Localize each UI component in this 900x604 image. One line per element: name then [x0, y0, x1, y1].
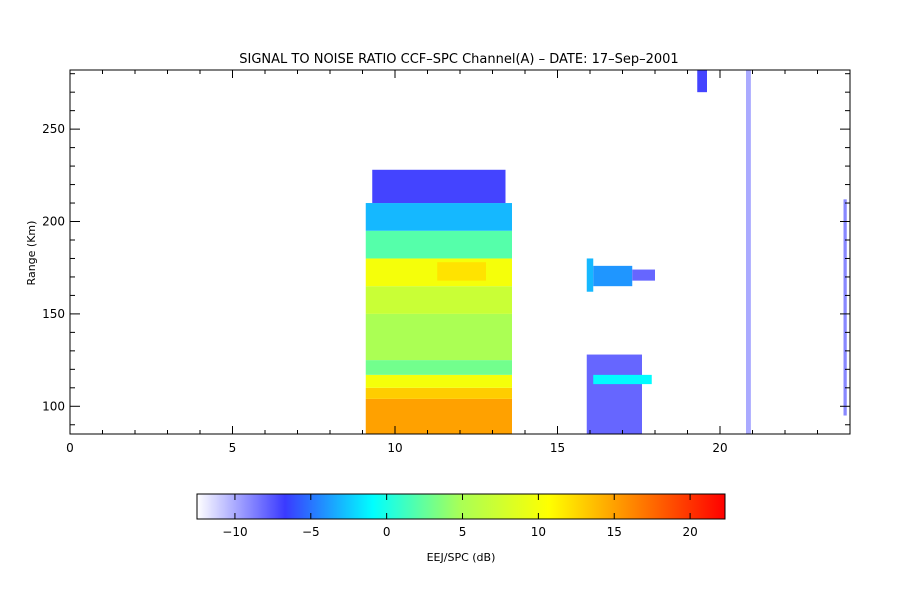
colorbar	[196, 493, 726, 520]
y-axis-ticks: 100 150 200 250	[42, 73, 850, 426]
x-tick-label: 5	[229, 441, 237, 455]
chart-title: SIGNAL TO NOISE RATIO CCF–SPC Channel(A)…	[239, 52, 678, 67]
heatmap-region-16	[697, 70, 707, 93]
x-axis-ticks: 0 5 10 15 20	[66, 70, 851, 455]
heatmap-region-5	[365, 286, 512, 314]
heatmap-region-10	[437, 262, 486, 281]
colorbar-tick-label: −10	[222, 525, 247, 539]
y-tick-label: 200	[42, 215, 65, 229]
colorbar-tick-label: 10	[531, 525, 546, 539]
colorbar-tick-label: −5	[302, 525, 320, 539]
x-tick-label: 15	[550, 441, 565, 455]
heatmap-region-0	[365, 398, 512, 434]
heatmap-region-11	[586, 258, 594, 292]
x-tick-label: 10	[387, 441, 402, 455]
colorbar-tick-label: 15	[607, 525, 622, 539]
y-tick-label: 100	[42, 399, 65, 413]
y-axis-label: Range (Km)	[25, 221, 38, 286]
x-tick-label: 20	[712, 441, 727, 455]
heatmap-region-3	[365, 360, 512, 375]
heatmap-region-14	[586, 354, 642, 434]
colorbar-label: EEJ/SPC (dB)	[427, 551, 496, 564]
colorbar-tick-label: 5	[459, 525, 467, 539]
y-tick-label: 150	[42, 307, 65, 321]
heatmap-region-9	[372, 169, 506, 204]
heatmap-region-17	[746, 70, 751, 434]
heatmap-region-7	[365, 230, 512, 259]
heatmap-region-1	[365, 387, 512, 399]
colorbar-tick-label: 0	[383, 525, 391, 539]
colorbar-ticks: −10 −5 0 5 10 15 20	[222, 494, 698, 539]
colorbar-tick-label: 20	[682, 525, 697, 539]
heatmap-region-15	[593, 374, 652, 385]
heatmap-region-13	[632, 269, 655, 281]
heatmap-region-4	[365, 313, 512, 361]
heatmap-region-12	[593, 265, 633, 287]
heatmap-region-2	[365, 374, 512, 388]
heatmap-cells	[365, 70, 847, 434]
heatmap-region-8	[365, 203, 512, 231]
x-tick-label: 0	[66, 441, 74, 455]
heatmap-region-18	[843, 199, 847, 416]
y-tick-label: 250	[42, 122, 65, 136]
